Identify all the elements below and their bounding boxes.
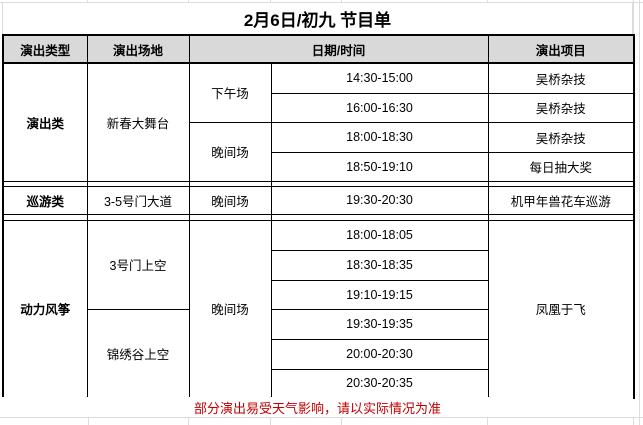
cell-time: 18:50-19:10 [270, 151, 489, 182]
cell-program: 每日抽大奖 [487, 151, 635, 182]
gridline-stub [487, 417, 488, 425]
cell-program: 凤凰于飞 [487, 219, 635, 399]
gridline-bottom [0, 417, 643, 418]
cell-type: 巡游类 [2, 185, 88, 215]
schedule-table: 演出类型 演出场地 日期/时间 演出项目 演出类 新春大舞台 下午场 14:30… [2, 34, 636, 399]
cell-time: 19:10-19:15 [270, 279, 489, 310]
gridline-right-margin [639, 0, 640, 425]
cell-venue: 锦绣谷上空 [86, 308, 190, 399]
cell-venue: 3-5号门大道 [86, 185, 190, 215]
header-type: 演出类型 [2, 34, 88, 64]
cell-time: 18:00-18:30 [270, 121, 489, 153]
cell-session: 下午场 [188, 62, 272, 123]
table-row: 锦绣谷上空 19:30-19:35 [3, 308, 634, 399]
table-row: 16:00-16:30 吴桥杂技 [3, 92, 635, 123]
table-row: 20:00-20:30 [3, 338, 634, 370]
cell-program: 吴桥杂技 [487, 92, 635, 123]
header-venue: 演出场地 [86, 34, 190, 64]
weather-disclaimer: 部分演出易受天气影响，请以实际情况为准 [2, 397, 633, 417]
cell-session: 晚间场 [188, 121, 272, 182]
gridline-top [0, 2, 643, 3]
cell-type: 动力风筝 [2, 219, 88, 399]
cell-time: 18:00-18:05 [270, 219, 489, 251]
cell-program: 吴桥杂技 [487, 121, 635, 153]
header-program: 演出项目 [487, 34, 635, 64]
cell-time: 20:00-20:30 [270, 338, 489, 370]
cell-venue: 新春大舞台 [86, 62, 190, 182]
gridline-stub [88, 417, 89, 425]
gridline-stub [188, 417, 189, 425]
cell-type: 演出类 [2, 62, 88, 182]
gridline-stub [188, 0, 189, 3]
cell-session: 晚间场 [188, 219, 272, 399]
cell-time: 14:30-15:00 [270, 62, 489, 94]
cell-time: 16:00-16:30 [270, 92, 489, 123]
gridline-stub [487, 0, 488, 3]
table-row: 巡游类 3-5号门大道 晚间场 19:30-20:30 机甲年兽花车巡游 [2, 185, 635, 215]
gridline-stub [341, 0, 342, 3]
cell-time: 19:30-20:30 [270, 185, 489, 215]
gridline-stub [270, 417, 271, 425]
table-header-row: 演出类型 演出场地 日期/时间 演出项目 [2, 34, 635, 64]
table-row: 19:10-19:15 [3, 279, 634, 310]
table-row: 18:30-18:35 [3, 249, 634, 281]
cell-program: 吴桥杂技 [487, 62, 635, 94]
gridline-stub [87, 0, 88, 3]
cell-time: 19:30-19:35 [270, 308, 489, 340]
cell-venue: 3号门上空 [86, 219, 190, 310]
table-row: 演出类 新春大舞台 下午场 14:30-15:00 吴桥杂技 [2, 62, 635, 182]
gridline-stub [633, 417, 634, 425]
gridline-stub [341, 417, 342, 425]
gridline-stub [633, 0, 634, 34]
table-row: 动力风筝 3号门上空 晚间场 18:00-18:05 凤凰于飞 [2, 219, 635, 399]
cell-program: 机甲年兽花车巡游 [487, 185, 635, 215]
page-title: 2月6日/初九 节目单 [2, 3, 633, 34]
table-row: 晚间场 18:00-18:30 吴桥杂技 [3, 121, 635, 182]
cell-session: 晚间场 [188, 185, 272, 215]
table-row: 20:30-20:35 [3, 368, 634, 399]
cell-time: 18:30-18:35 [270, 249, 489, 281]
cell-time: 20:30-20:35 [270, 368, 489, 399]
gridline-stub [270, 0, 271, 3]
header-datetime: 日期/时间 [188, 34, 489, 64]
